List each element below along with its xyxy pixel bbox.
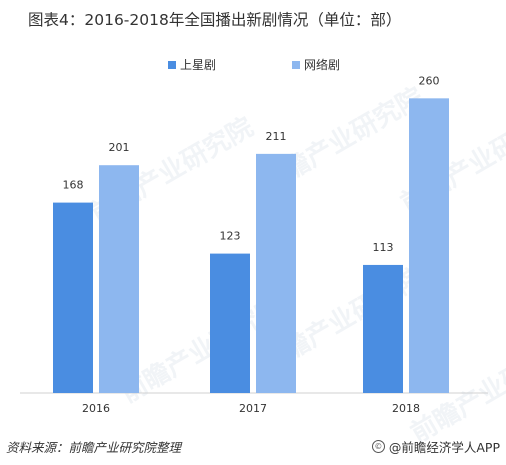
bar-series-1-2017 xyxy=(210,253,250,393)
bar-series-1-2018 xyxy=(363,264,403,393)
x-tick-label-2018: 2018 xyxy=(392,402,420,415)
data-label-series-2-2016: 201 xyxy=(109,141,130,154)
bar-series-2-2018 xyxy=(409,98,449,393)
data-source-note: 资料来源：前瞻产业研究院整理 xyxy=(6,440,182,455)
legend-swatch-series-2 xyxy=(292,60,300,69)
data-label-series-1-2016: 168 xyxy=(63,179,84,192)
bar-series-1-2016 xyxy=(53,202,93,393)
legend-item-series-1: 上星剧 xyxy=(168,56,216,73)
legend-label-series-2: 网络剧 xyxy=(304,58,341,72)
chart-legend: 上星剧 网络剧 xyxy=(0,56,506,72)
bar-series-2-2017 xyxy=(256,153,296,393)
data-label-series-2-2018: 260 xyxy=(419,74,440,87)
legend-item-series-2: 网络剧 xyxy=(292,56,340,73)
credit-text: @前瞻经济学人APP xyxy=(388,440,500,455)
data-label-series-2-2017: 211 xyxy=(266,130,287,143)
chart-title: 图表4：2016-2018年全国播出新剧情况（单位：部） xyxy=(28,11,402,29)
data-label-series-1-2018: 113 xyxy=(373,241,394,254)
legend-label-series-1: 上星剧 xyxy=(180,58,217,72)
credit-note: © @前瞻经济学人APP xyxy=(371,437,500,456)
bar-series-2-2016 xyxy=(99,165,139,393)
bar-chart: 168 201 2016 123 211 2017 113 260 2018 xyxy=(20,74,488,415)
legend-swatch-series-1 xyxy=(168,60,176,69)
x-tick-label-2016: 2016 xyxy=(82,402,110,415)
data-label-series-1-2017: 123 xyxy=(220,230,241,243)
x-tick-label-2017: 2017 xyxy=(239,402,267,415)
copyright-icon: © xyxy=(371,440,385,453)
